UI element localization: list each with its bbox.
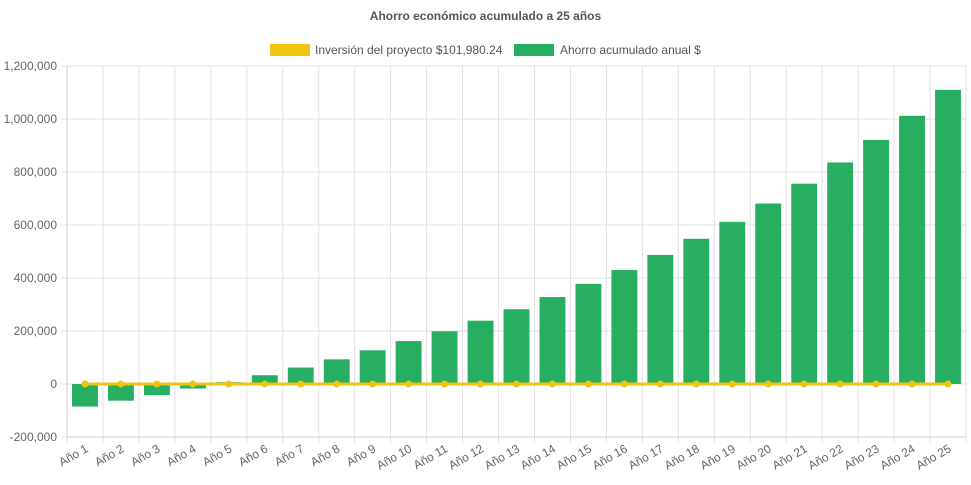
legend: Inversión del proyecto $101,980.24 Ahorr…: [270, 43, 701, 57]
investment-point[interactable]: [728, 380, 736, 388]
y-tick-label: 1,200,000: [4, 59, 58, 73]
investment-point[interactable]: [405, 380, 413, 388]
x-axis-ticks: Año 1 Año 2 Año 3 Año 4 Año 5 Año 6 Año 7 Año 8…: [56, 441, 953, 472]
investment-point[interactable]: [117, 380, 125, 388]
bar-Año 11[interactable]: [431, 331, 458, 384]
bars-savings: [72, 89, 961, 407]
bar-Año 19[interactable]: [719, 221, 746, 384]
legend-item-savings[interactable]: Ahorro acumulado anual $: [514, 43, 701, 57]
investment-point[interactable]: [189, 380, 197, 388]
investment-point[interactable]: [81, 380, 89, 388]
x-tick-label: Año 21: [770, 441, 810, 472]
x-tick-label: Año 8: [308, 441, 342, 469]
x-tick-label: Año 25: [914, 441, 954, 472]
investment-point[interactable]: [548, 380, 556, 388]
x-tick-label: Año 22: [806, 441, 846, 472]
bar-Año 6[interactable]: [251, 375, 278, 384]
x-tick-label: Año 18: [662, 441, 702, 472]
gridlines: [61, 65, 967, 443]
y-tick-label: 800,000: [14, 165, 58, 179]
legend-swatch-investment: [270, 44, 310, 56]
bar-Año 8[interactable]: [323, 359, 350, 384]
bar-Año 15[interactable]: [575, 283, 602, 384]
y-tick-label: -200,000: [10, 430, 58, 444]
legend-label-savings: Ahorro acumulado anual $: [560, 43, 701, 57]
y-axis-ticks: -200,000 0 200,000 400,000 600,000 800,000 1,0…: [4, 59, 58, 444]
x-tick-label: Año 9: [344, 441, 378, 469]
y-tick-label: 1,000,000: [4, 112, 58, 126]
investment-point[interactable]: [692, 380, 700, 388]
investment-point[interactable]: [297, 380, 305, 388]
investment-point[interactable]: [620, 380, 628, 388]
investment-point[interactable]: [656, 380, 664, 388]
x-tick-label: Año 3: [128, 441, 162, 469]
y-tick-label: 400,000: [14, 271, 58, 285]
x-tick-label: Año 24: [878, 441, 918, 472]
investment-point[interactable]: [800, 380, 808, 388]
legend-label-investment: Inversión del proyecto $101,980.24: [315, 43, 503, 57]
investment-point[interactable]: [872, 380, 880, 388]
bar-Año 10[interactable]: [395, 341, 422, 384]
bar-Año 21[interactable]: [791, 183, 818, 384]
chart-title: Ahorro económico acumulado a 25 años: [370, 9, 602, 23]
investment-point[interactable]: [225, 380, 233, 388]
y-tick-label: 200,000: [14, 324, 58, 338]
investment-point[interactable]: [333, 380, 341, 388]
bar-Año 3[interactable]: [143, 384, 170, 396]
investment-point[interactable]: [477, 380, 485, 388]
x-tick-label: Año 20: [734, 441, 774, 472]
x-tick-label: Año 7: [272, 441, 306, 469]
bar-Año 7[interactable]: [287, 367, 314, 384]
bar-Año 12[interactable]: [467, 320, 494, 384]
bar-Año 14[interactable]: [539, 297, 566, 384]
x-tick-label: Año 12: [446, 441, 486, 472]
investment-point[interactable]: [153, 380, 161, 388]
x-tick-label: Año 16: [590, 441, 630, 472]
bar-Año 2[interactable]: [107, 384, 134, 401]
bar-Año 24[interactable]: [899, 115, 926, 384]
bar-Año 13[interactable]: [503, 309, 530, 384]
bar-Año 17[interactable]: [647, 254, 674, 384]
x-tick-label: Año 15: [554, 441, 594, 472]
investment-point[interactable]: [836, 380, 844, 388]
investment-point[interactable]: [513, 380, 520, 388]
x-tick-label: Año 13: [482, 441, 522, 472]
y-tick-label: 600,000: [14, 218, 58, 232]
bar-Año 1[interactable]: [72, 384, 98, 407]
x-tick-label: Año 19: [698, 441, 738, 472]
investment-point[interactable]: [764, 380, 772, 388]
bar-Año 9[interactable]: [359, 350, 386, 384]
investment-point[interactable]: [584, 380, 592, 388]
investment-point[interactable]: [369, 380, 377, 388]
investment-point[interactable]: [908, 380, 916, 388]
x-tick-label: Año 17: [626, 441, 666, 472]
x-tick-label: Año 14: [518, 441, 558, 472]
line-investment: [81, 380, 952, 388]
x-tick-label: Año 5: [200, 441, 234, 469]
x-tick-label: Año 11: [411, 441, 450, 472]
legend-swatch-savings: [514, 44, 554, 56]
investment-point[interactable]: [261, 380, 269, 388]
x-tick-label: Año 1: [56, 441, 90, 469]
x-tick-label: Año 10: [374, 441, 414, 472]
legend-item-investment[interactable]: Inversión del proyecto $101,980.24: [270, 43, 503, 57]
bar-Año 16[interactable]: [611, 270, 638, 384]
investment-point[interactable]: [944, 380, 952, 388]
bar-Año 20[interactable]: [755, 203, 782, 384]
bar-Año 22[interactable]: [827, 162, 854, 384]
x-tick-label: Año 2: [92, 441, 126, 469]
bar-Año 25[interactable]: [935, 89, 961, 384]
bar-Año 23[interactable]: [863, 139, 890, 384]
investment-point[interactable]: [441, 380, 449, 388]
x-tick-label: Año 23: [842, 441, 882, 472]
x-tick-label: Año 6: [236, 441, 270, 469]
x-tick-label: Año 4: [164, 441, 198, 469]
bar-Año 18[interactable]: [683, 238, 710, 384]
y-tick-label: 0: [50, 377, 57, 391]
